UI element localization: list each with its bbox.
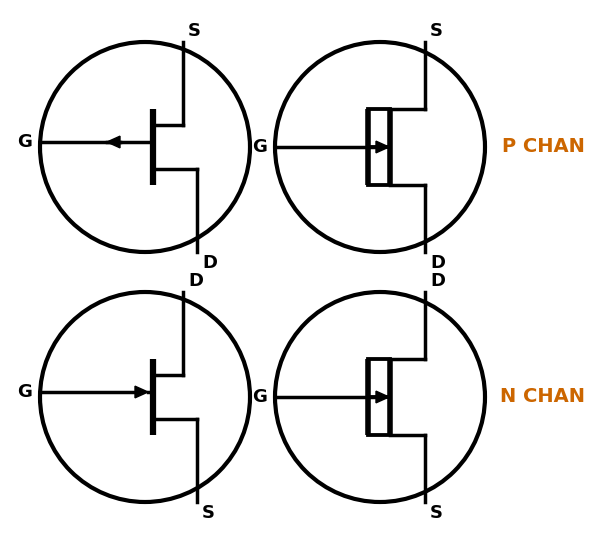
Polygon shape: [376, 141, 389, 153]
Text: G: G: [17, 133, 32, 151]
Text: D: D: [430, 272, 445, 290]
Text: D: D: [188, 272, 203, 290]
Text: N CHAN: N CHAN: [500, 388, 585, 406]
Polygon shape: [107, 136, 120, 148]
Text: G: G: [17, 383, 32, 401]
Text: D: D: [202, 254, 217, 272]
Polygon shape: [376, 391, 389, 403]
Text: G: G: [252, 388, 267, 406]
Text: S: S: [430, 504, 443, 522]
Text: D: D: [430, 254, 445, 272]
Polygon shape: [135, 386, 148, 398]
Text: S: S: [430, 22, 443, 40]
Text: S: S: [202, 504, 215, 522]
Text: S: S: [188, 22, 201, 40]
Text: P CHAN: P CHAN: [502, 137, 585, 157]
Text: G: G: [252, 138, 267, 156]
